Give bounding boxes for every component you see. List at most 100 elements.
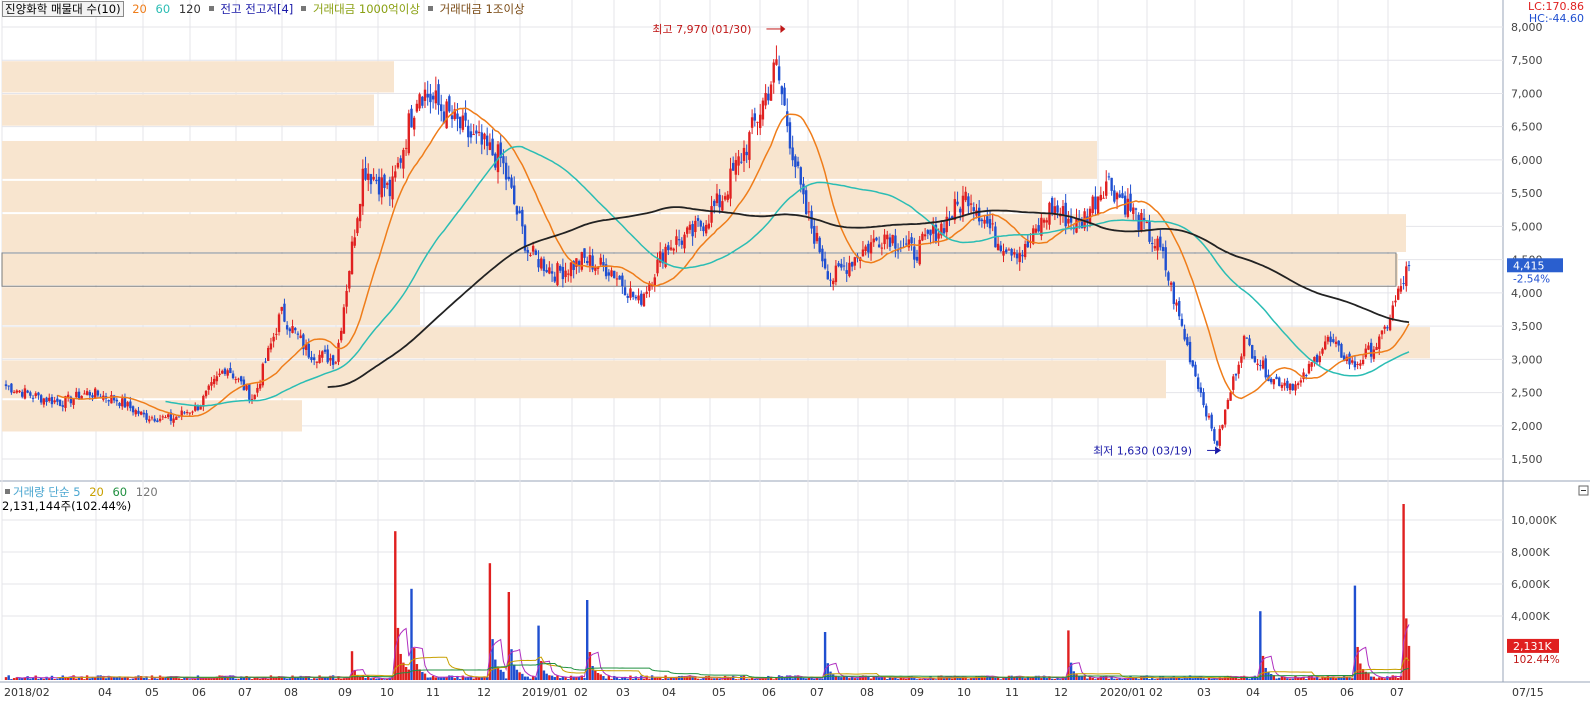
time-tick-label: 07 <box>810 686 824 699</box>
candle-body <box>791 147 794 161</box>
volume-bar <box>1234 677 1238 680</box>
volume-bar <box>75 678 78 680</box>
candle-body <box>161 416 164 418</box>
candle-body <box>477 131 481 133</box>
candle-body <box>1315 354 1319 363</box>
legend-ma120[interactable]: 120 <box>178 2 201 16</box>
candle-body <box>321 351 324 358</box>
volume-ma60[interactable]: 60 <box>112 485 128 499</box>
candle-body <box>158 418 162 421</box>
volume-bar <box>296 676 300 680</box>
candle-body <box>172 418 175 423</box>
candle-body <box>534 250 538 255</box>
candle-body <box>204 390 208 397</box>
candle-body <box>1205 405 1208 417</box>
candle-body <box>710 206 713 223</box>
candle-body <box>399 158 402 163</box>
volume-bar <box>407 669 410 680</box>
legend-amount-1000[interactable]: 거래대금 1000억이상 <box>312 2 420 16</box>
candle-body <box>45 397 48 403</box>
candle-body <box>1291 383 1294 391</box>
candle-body <box>818 237 821 253</box>
time-tick-label: 02 <box>1149 686 1163 699</box>
time-tick-label: 05 <box>712 686 726 699</box>
time-tick-label: 2020/01 <box>1100 686 1146 699</box>
candle-body <box>1351 360 1354 363</box>
candle-body <box>991 223 994 225</box>
candle-body <box>4 384 8 387</box>
volume-bar <box>1353 585 1357 680</box>
candle-body <box>848 262 851 277</box>
volume-bar <box>802 677 805 680</box>
volume-bar <box>1026 676 1030 680</box>
candle-body <box>1240 356 1243 363</box>
volume-bar <box>675 677 678 680</box>
candle-body <box>1134 208 1138 210</box>
candle-body <box>761 100 765 120</box>
legend-hilo[interactable]: 전고 전고저[4] <box>220 2 294 16</box>
candle-body <box>996 243 1000 251</box>
candle-body <box>567 273 570 275</box>
candle-body <box>599 257 602 265</box>
volume-profile-band <box>2 287 420 326</box>
volume-ma120[interactable]: 120 <box>135 485 158 499</box>
candle-body <box>121 398 124 407</box>
volume-bar <box>121 677 124 680</box>
volume-bar <box>323 677 327 680</box>
volume-bar <box>613 675 616 680</box>
volume-bar <box>456 676 459 680</box>
candle-body <box>850 261 854 267</box>
candle-body <box>1234 373 1238 376</box>
volume-bar <box>261 678 265 680</box>
volume-bar <box>464 677 467 680</box>
volume-bar <box>396 627 400 680</box>
candle-body <box>629 288 632 298</box>
price-tick-label: 8,000 <box>1511 21 1543 34</box>
legend-ma20[interactable]: 20 <box>132 2 147 16</box>
price-legend: 진양화학 매물대 수(10) 20 60 120 전고 전고저[4] 거래대금 … <box>2 1 530 17</box>
candle-body <box>515 206 519 215</box>
candle-body <box>1140 213 1143 231</box>
legend-ma60[interactable]: 60 <box>155 2 171 16</box>
candle-body <box>1178 301 1181 317</box>
volume-bar <box>1232 676 1235 680</box>
chart-title[interactable]: 진양화학 매물대 수(10) <box>2 1 124 17</box>
volume-bar <box>850 677 854 680</box>
candle-body <box>467 125 470 138</box>
candle-body <box>423 89 427 101</box>
candle-body <box>1188 341 1192 363</box>
volume-ma20[interactable]: 20 <box>89 485 104 499</box>
volume-bar <box>126 676 129 680</box>
price-tick-label: 6,000 <box>1511 154 1543 167</box>
volume-bar <box>1283 677 1286 680</box>
volume-bar <box>1010 675 1013 680</box>
volume-bar <box>653 677 656 680</box>
candle-body <box>175 416 178 420</box>
volume-bar <box>710 678 713 680</box>
volume-bar <box>1388 676 1392 680</box>
volume-bar <box>1259 611 1262 680</box>
volume-bar <box>99 675 102 680</box>
candle-body <box>523 225 527 251</box>
candle-body <box>729 168 732 199</box>
candle-body <box>12 391 16 393</box>
candle-body <box>853 257 857 266</box>
legend-amount-1t[interactable]: 거래대금 1조이상 <box>439 2 525 16</box>
ma120-line <box>327 206 1410 388</box>
volume-bar <box>1256 677 1259 680</box>
volume-bar <box>588 652 592 680</box>
candle-body <box>334 362 337 364</box>
time-tick-label: 11 <box>426 686 440 699</box>
volume-bar <box>894 677 897 680</box>
candle-body <box>1026 240 1030 248</box>
candle-body <box>510 177 513 188</box>
volume-bar <box>342 678 346 680</box>
candle-body <box>1353 361 1357 368</box>
volume-title[interactable]: 거래량 단순 5 <box>13 485 81 499</box>
volume-bar <box>440 677 443 680</box>
candle-body <box>437 84 440 106</box>
candle-body <box>421 96 424 106</box>
time-tick-label: 10 <box>380 686 394 699</box>
volume-bar <box>312 678 316 680</box>
